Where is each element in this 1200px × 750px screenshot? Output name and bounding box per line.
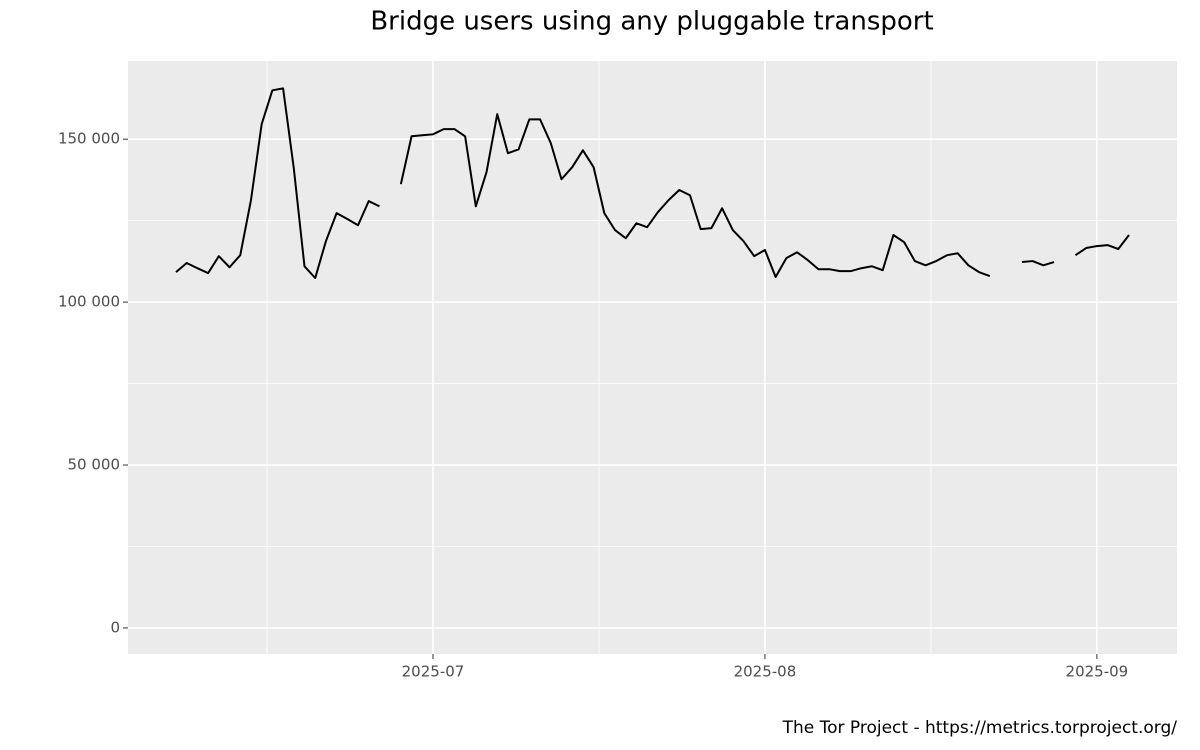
data-line <box>175 87 1130 279</box>
x-tick-label: 2025-09 <box>1066 663 1129 681</box>
caption: The Tor Project - https://metrics.torpro… <box>782 718 1178 738</box>
plot-panel <box>128 61 1177 654</box>
x-tick-label: 2025-08 <box>734 663 797 681</box>
y-tick-label: 50 000 <box>68 456 121 474</box>
x-tick-label: 2025-07 <box>402 663 465 681</box>
y-tick-label: 150 000 <box>58 130 120 148</box>
y-tick-label: 100 000 <box>58 293 120 311</box>
chart-title: Bridge users using any pluggable transpo… <box>370 7 933 37</box>
y-tick-label: 0 <box>110 618 120 636</box>
